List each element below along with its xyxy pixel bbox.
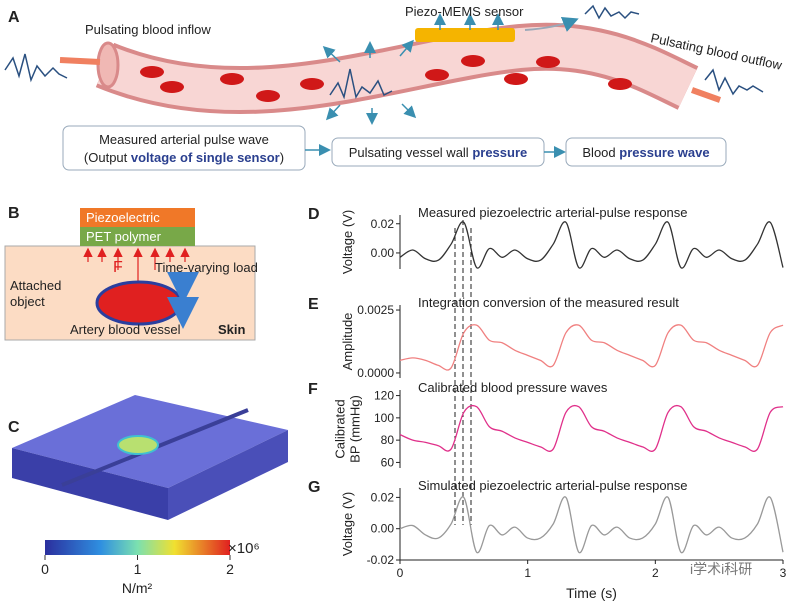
y-tick-label: 100 xyxy=(374,411,394,425)
flow-text: Measured arterial pulse wave xyxy=(99,132,269,147)
flow-text: (Output xyxy=(84,150,131,165)
panel-label: D xyxy=(308,206,320,223)
colorbar-unit: N/m² xyxy=(122,580,153,596)
colorbar-tick-label: 2 xyxy=(226,561,234,577)
y-axis-label: Amplitude xyxy=(340,313,355,371)
chart-title: Calibrated blood pressure waves xyxy=(418,380,608,395)
panel-label: G xyxy=(308,479,320,496)
load-label: Time-varying load xyxy=(155,260,258,275)
signal-arrow xyxy=(524,17,579,32)
panel-label: F xyxy=(308,381,318,398)
y-axis-label: Calibrated xyxy=(333,399,348,458)
flow-text: Pulsating vessel wall pressure xyxy=(349,145,527,160)
sensor-wave xyxy=(584,4,640,20)
panel-label: A xyxy=(8,9,20,26)
x-tick-label: 1 xyxy=(524,566,531,580)
data-line xyxy=(399,221,784,269)
panel-label: C xyxy=(8,419,20,436)
y-tick-label: 60 xyxy=(381,455,395,469)
flow-text: voltage of single sensor xyxy=(131,150,280,165)
load-arrows xyxy=(83,247,190,282)
pet-layer xyxy=(80,227,195,246)
vessel xyxy=(97,26,697,110)
y-tick-label: 120 xyxy=(374,389,394,403)
wave-mid xyxy=(329,68,393,100)
x-tick-label: 3 xyxy=(780,566,787,580)
skin-label: Skin xyxy=(218,322,246,337)
colorbar-tick-label: 0 xyxy=(41,561,49,577)
stress-spot xyxy=(117,435,159,455)
y-tick-label: 0.00 xyxy=(371,246,395,260)
panel-a: A Pulsating blood inflow Pulsating blood… xyxy=(4,4,784,171)
y-tick-label: -0.02 xyxy=(367,553,395,567)
x-tick-label: 2 xyxy=(652,566,659,580)
block-front xyxy=(12,448,168,520)
data-line xyxy=(399,324,784,371)
flow-text: pressure wave xyxy=(619,145,709,160)
flow-text: pressure xyxy=(472,145,527,160)
y-tick-label: 0.00 xyxy=(371,522,395,536)
object-label: Attached xyxy=(10,278,61,293)
y-tick-label: 0.0025 xyxy=(357,303,394,317)
chart-title: Simulated piezoelectric arterial-pulse r… xyxy=(418,478,688,493)
data-line xyxy=(399,404,784,452)
flow-text: Pulsating vessel wall xyxy=(349,145,473,160)
flow-box xyxy=(565,137,727,167)
y-tick-label: 80 xyxy=(381,433,395,447)
wave-in xyxy=(4,53,68,83)
y-axis-label: Voltage (V) xyxy=(340,492,355,556)
y-tick-label: 0.02 xyxy=(371,490,395,504)
y-axis-label: BP (mmHg) xyxy=(348,395,363,463)
inflow-arrow xyxy=(59,57,101,65)
panel-b: B Piezoelectric PET polymer F Time-varyi… xyxy=(4,205,258,341)
flow-text: ) xyxy=(280,150,284,165)
colorbar xyxy=(45,540,230,555)
watermark: i学术i科研 xyxy=(690,561,752,577)
block-side xyxy=(168,430,288,520)
y-tick-label: 0.02 xyxy=(371,217,395,231)
flow-text: Blood xyxy=(582,145,619,160)
panel-c: C ×10⁶ N/m² xyxy=(8,395,288,596)
vessel-end xyxy=(96,41,120,89)
pressure-arrows xyxy=(322,13,504,125)
wave-out xyxy=(704,68,764,96)
colorbar-exponent: ×10⁶ xyxy=(228,540,260,557)
artery xyxy=(95,280,183,326)
x-axis-label: Time (s) xyxy=(566,585,617,601)
flow-text: (Output voltage of single sensor) xyxy=(84,150,284,165)
panel-label: B xyxy=(8,205,20,222)
vessel-label: Artery blood vessel xyxy=(70,322,181,337)
sensor-label: Piezo-MEMS sensor xyxy=(405,4,524,19)
y-axis-label: Voltage (V) xyxy=(340,210,355,274)
guides xyxy=(454,220,472,525)
flow-box xyxy=(62,125,306,171)
data-line xyxy=(399,496,784,554)
y-tick-label: 0.0000 xyxy=(357,366,394,380)
panel-label: E xyxy=(308,296,319,313)
blood-cells xyxy=(140,55,632,102)
flow-text: Blood pressure wave xyxy=(582,145,709,160)
chart-title: Measured piezoelectric arterial-pulse re… xyxy=(418,205,688,220)
layer-label: Piezoelectric xyxy=(86,210,160,225)
colorbar-tick-label: 1 xyxy=(134,561,142,577)
layer-label: PET polymer xyxy=(86,229,162,244)
inflow-label: Pulsating blood inflow xyxy=(85,22,211,37)
chart-title: Integration conversion of the measured r… xyxy=(418,295,679,310)
sensor xyxy=(415,28,515,42)
outflow-arrow xyxy=(690,87,722,103)
x-tick-label: 0 xyxy=(397,566,404,580)
piezo-layer xyxy=(80,208,195,227)
force-label: F xyxy=(113,259,123,276)
object-label: object xyxy=(10,294,45,309)
